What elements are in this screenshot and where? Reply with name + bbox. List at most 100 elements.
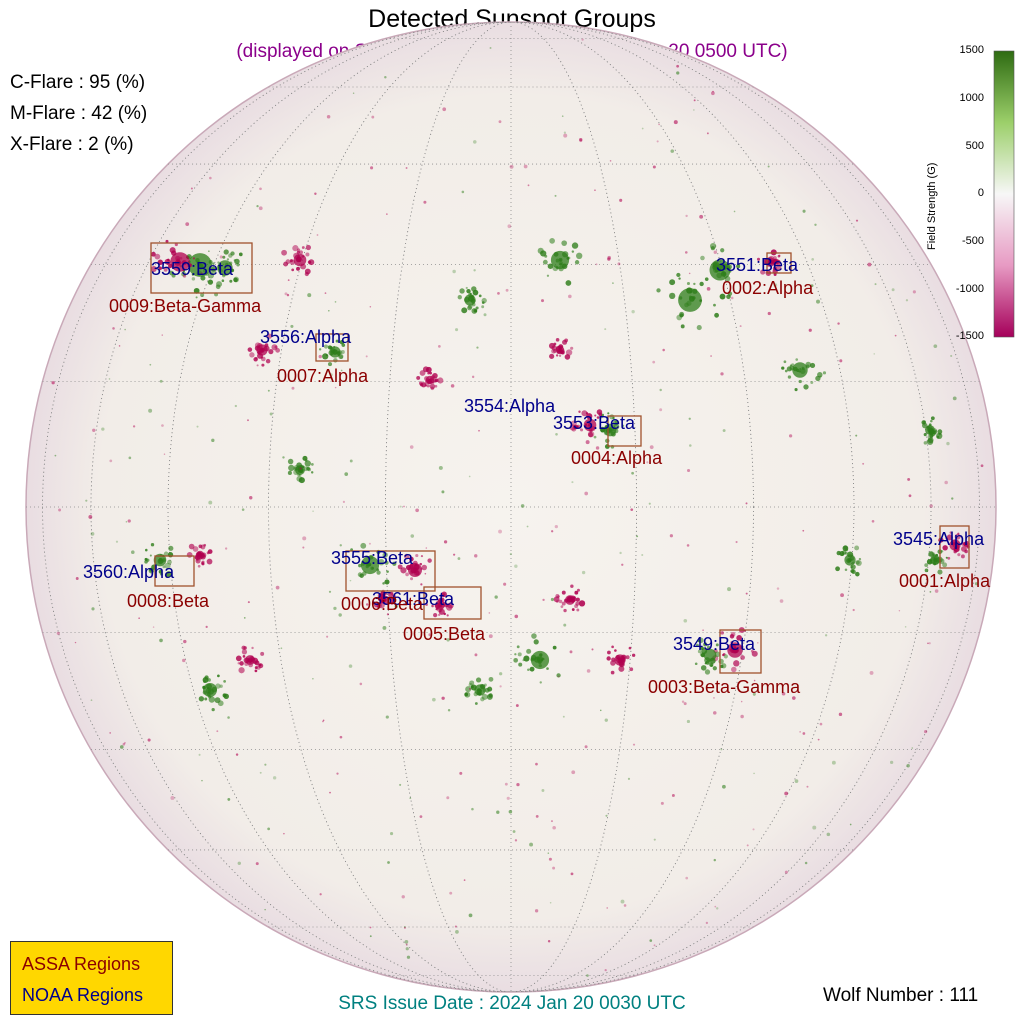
field-patch — [614, 654, 626, 666]
field-patch — [709, 259, 731, 281]
field-patch — [514, 653, 517, 656]
field-patch — [891, 288, 895, 292]
field-patch — [777, 254, 781, 258]
field-patch — [420, 382, 427, 388]
field-patch — [275, 585, 280, 590]
field-patch — [798, 379, 802, 384]
field-patch — [382, 625, 387, 630]
field-patch — [819, 722, 823, 726]
field-patch — [767, 311, 771, 316]
field-patch — [185, 222, 190, 226]
field-patch — [358, 563, 362, 568]
field-patch — [947, 556, 951, 560]
field-patch — [652, 165, 656, 169]
field-patch — [662, 348, 665, 352]
field-patch — [855, 560, 860, 565]
legend-noaa-regions: NOAA Regions — [22, 985, 144, 1005]
field-patch — [292, 245, 299, 252]
field-patch — [679, 313, 684, 318]
field-patch — [216, 730, 219, 733]
field-patch — [784, 791, 789, 796]
field-patch — [730, 296, 734, 300]
field-patch — [376, 605, 380, 608]
field-patch — [802, 209, 806, 213]
field-patch — [855, 571, 860, 577]
field-patch — [606, 907, 609, 909]
field-patch — [333, 606, 337, 611]
field-patch — [470, 685, 474, 689]
field-patch — [676, 272, 681, 278]
field-patch — [474, 702, 478, 705]
field-patch — [195, 296, 198, 299]
field-patch — [726, 294, 731, 300]
assa-region-label: 0007:Alpha — [277, 366, 369, 386]
field-patch — [360, 542, 367, 549]
field-patch — [206, 551, 210, 555]
field-patch — [574, 604, 579, 609]
colorbar-tick: 500 — [965, 140, 984, 152]
field-patch — [147, 738, 151, 742]
field-patch — [607, 412, 610, 415]
field-patch — [478, 294, 482, 298]
field-patch — [261, 363, 265, 367]
field-patch — [481, 305, 485, 309]
field-patch — [335, 339, 339, 343]
field-patch — [475, 677, 482, 683]
field-patch — [229, 279, 233, 283]
field-patch — [735, 540, 738, 544]
field-patch — [844, 554, 856, 566]
field-patch — [467, 305, 472, 311]
field-patch — [607, 650, 611, 655]
field-patch — [267, 389, 270, 392]
field-patch — [384, 560, 389, 565]
field-patch — [255, 862, 259, 866]
field-patch — [152, 626, 155, 628]
field-patch — [307, 293, 312, 298]
field-patch — [534, 909, 539, 913]
field-patch — [933, 344, 938, 349]
noaa-region-label: 3556:Alpha — [260, 327, 352, 347]
field-patch — [736, 264, 741, 269]
field-patch — [211, 707, 215, 712]
longitude-line — [90, 22, 932, 992]
longitude-line — [268, 22, 754, 992]
field-patch — [200, 544, 206, 550]
field-patch — [619, 551, 622, 555]
field-patch — [307, 467, 312, 472]
field-patch — [464, 294, 476, 306]
field-patch — [561, 115, 564, 117]
field-patch — [686, 281, 690, 286]
field-patch — [198, 753, 201, 756]
field-patch — [850, 564, 856, 570]
field-patch — [420, 554, 424, 558]
field-patch — [894, 334, 897, 337]
field-patch — [596, 416, 600, 419]
field-patch — [927, 437, 934, 444]
field-patch — [523, 164, 528, 169]
field-patch — [415, 553, 419, 558]
field-patch — [565, 280, 572, 286]
field-patch — [552, 645, 557, 650]
field-patch — [838, 712, 843, 717]
field-patch — [702, 629, 704, 631]
field-patch — [425, 366, 432, 373]
field-patch — [930, 416, 935, 421]
field-patch — [438, 613, 441, 617]
field-patch — [546, 274, 550, 277]
field-patch — [488, 634, 493, 639]
field-patch — [594, 414, 597, 417]
field-patch — [617, 262, 621, 266]
field-patch — [153, 553, 167, 567]
field-patch — [287, 279, 290, 281]
field-patch — [808, 328, 812, 332]
field-patch — [428, 633, 432, 637]
field-patch — [720, 748, 723, 751]
field-patch — [498, 120, 502, 124]
field-patch — [923, 433, 927, 437]
field-patch — [385, 715, 389, 719]
field-patch — [378, 559, 385, 566]
field-patch — [722, 429, 726, 432]
field-patch — [819, 375, 822, 378]
field-patch — [474, 653, 478, 657]
field-patch — [165, 571, 172, 578]
